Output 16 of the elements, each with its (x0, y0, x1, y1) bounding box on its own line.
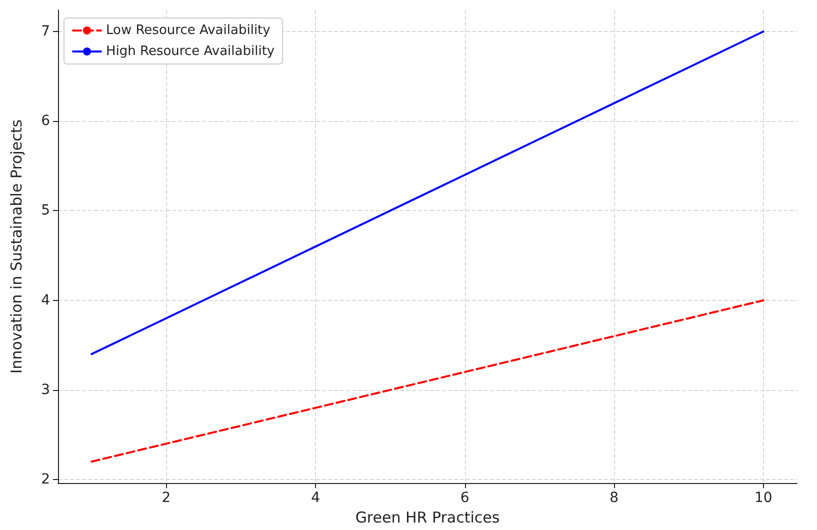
y-tick-label: 5 (41, 202, 50, 219)
legend-label: Low Resource Availability (106, 23, 271, 38)
x-tick-label: 8 (610, 490, 619, 506)
y-axis-title: Innovation in Sustainable Projects (8, 119, 26, 374)
y-tick-label: 4 (41, 292, 50, 308)
x-tick-label: 10 (754, 490, 772, 506)
y-tick-label: 2 (41, 472, 50, 488)
y-tick-label: 7 (41, 24, 50, 40)
x-tick-label: 6 (460, 490, 470, 506)
x-tick-label: 2 (162, 490, 171, 506)
y-tick-label: 3 (41, 382, 50, 398)
legend-label: High Resource Availability (106, 44, 275, 59)
x-axis-title: Green HR Practices (355, 508, 500, 526)
y-tick-label: 6 (41, 113, 50, 130)
line-series (90, 299, 764, 463)
x-tick-label: 4 (311, 490, 320, 506)
